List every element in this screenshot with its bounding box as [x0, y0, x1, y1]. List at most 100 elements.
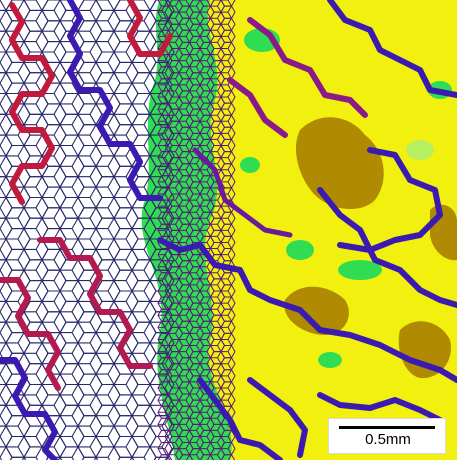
scale-bar-box: 0.5mm — [328, 418, 446, 454]
lattice-spoke — [114, 394, 133, 416]
scale-bar — [339, 426, 435, 429]
lattice-spoke — [179, 224, 190, 237]
lattice-spoke — [189, 266, 201, 280]
green-patch — [286, 240, 314, 260]
lattice-spoke — [189, 339, 201, 352]
lattice-spoke — [132, 405, 151, 427]
lattice-spoke — [189, 60, 201, 73]
lattice-spoke — [158, 199, 169, 213]
lattice-spoke — [96, 176, 115, 198]
lattice-spoke — [179, 321, 190, 334]
lattice-spoke — [179, 296, 190, 310]
lattice-spoke — [78, 394, 97, 416]
lattice-spoke — [158, 66, 169, 80]
lattice-spoke — [96, 384, 115, 406]
lattice-spoke — [168, 399, 180, 413]
lattice-spoke — [189, 48, 201, 61]
lattice-spoke — [221, 248, 232, 261]
lattice-spoke — [210, 217, 222, 231]
lattice-spoke — [179, 151, 190, 164]
lattice-spoke — [78, 20, 97, 42]
lattice-spoke — [179, 90, 190, 104]
lattice-spoke — [189, 11, 201, 25]
lattice-spoke — [114, 269, 133, 292]
lattice-spoke — [60, 321, 79, 344]
lattice-spoke — [0, 425, 7, 448]
blue-path — [157, 237, 457, 383]
lattice-spoke — [158, 224, 169, 237]
lattice-spoke — [210, 133, 222, 146]
lattice-spoke — [189, 278, 201, 292]
lattice-spoke — [221, 284, 232, 298]
lattice-spoke — [0, 197, 7, 219]
lattice-spoke — [179, 369, 190, 383]
lattice-spoke — [78, 166, 97, 188]
lattice-spoke — [168, 424, 180, 437]
lattice-spoke — [200, 42, 211, 55]
lattice-spoke — [200, 66, 211, 80]
lattice-spoke — [114, 436, 133, 458]
lattice-spoke — [96, 155, 115, 177]
lattice-spoke — [179, 308, 190, 322]
lattice-spoke — [210, 193, 222, 207]
brown-deposit — [398, 321, 451, 379]
lattice-spoke — [168, 72, 180, 86]
lattice-spoke — [221, 211, 232, 225]
lattice-spoke — [114, 186, 133, 209]
lattice-spoke — [0, 155, 7, 177]
lattice-spoke — [221, 430, 232, 443]
lattice-spoke — [210, 48, 222, 61]
lattice-spoke — [96, 0, 115, 11]
green-patch — [318, 352, 342, 368]
lattice-spoke — [78, 436, 97, 458]
lattice-spoke — [189, 193, 201, 207]
lattice-spoke — [179, 114, 190, 128]
lattice-spoke — [24, 134, 43, 157]
lattice-spoke — [168, 254, 180, 267]
blue-path — [247, 377, 308, 458]
lattice-spoke — [210, 120, 222, 134]
lattice-spoke — [168, 266, 180, 280]
purple-path — [227, 77, 288, 138]
lattice-spoke — [78, 124, 97, 146]
lattice-spoke — [221, 369, 232, 383]
lattice-spoke — [158, 139, 169, 152]
lattice-spoke — [60, 363, 79, 385]
lattice-spoke — [189, 181, 201, 195]
lattice-spoke — [42, 207, 61, 229]
blue-path — [0, 357, 58, 463]
lattice-spoke — [60, 259, 79, 281]
lattice-spoke — [158, 308, 169, 322]
lattice-spoke — [168, 120, 180, 134]
lattice-spoke — [200, 78, 211, 92]
lattice-spoke — [96, 10, 115, 32]
lattice-spoke — [179, 66, 190, 80]
lattice-spoke — [179, 139, 190, 152]
lattice-spoke — [158, 175, 169, 189]
lattice-spoke — [179, 442, 190, 455]
lattice-spoke — [158, 345, 169, 358]
lattice-spoke — [179, 175, 190, 189]
lattice-spoke — [179, 393, 190, 407]
lattice-spoke — [189, 120, 201, 134]
lattice-spoke — [168, 133, 180, 146]
lattice-spoke — [42, 20, 61, 42]
lattice-spoke — [221, 381, 232, 395]
lattice-spoke — [158, 393, 169, 407]
lattice-spoke — [158, 357, 169, 371]
lattice-spoke — [210, 375, 222, 389]
lattice-spoke — [78, 145, 97, 167]
lattice-spoke — [24, 176, 43, 198]
lattice-spoke — [200, 17, 211, 31]
lattice-spoke — [24, 0, 43, 11]
lattice-spoke — [158, 296, 169, 310]
lattice-spoke — [179, 30, 190, 43]
lattice-spoke — [168, 290, 180, 304]
blue-path — [317, 187, 457, 308]
lattice-spoke — [168, 0, 180, 13]
lattice-spoke — [158, 284, 169, 298]
purple-path — [192, 147, 293, 238]
lattice-spoke — [24, 30, 43, 53]
lattice-spoke — [189, 424, 201, 437]
